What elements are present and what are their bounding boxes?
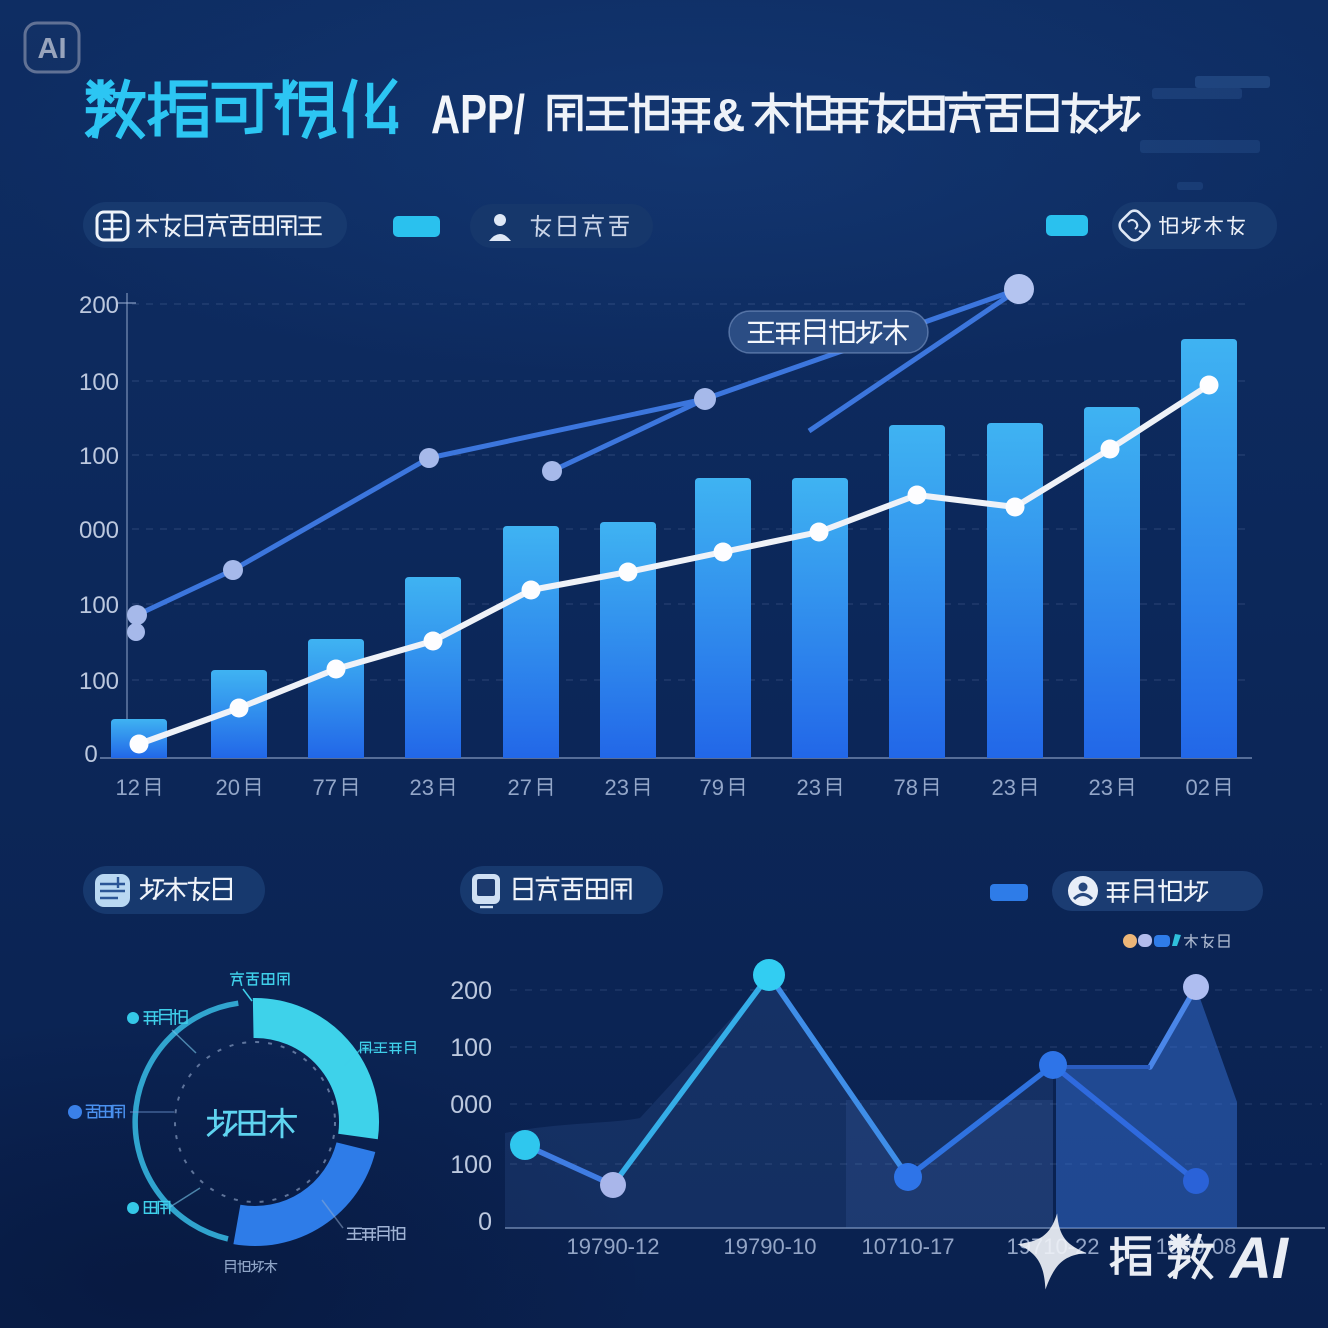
- svg-text:100: 100: [79, 369, 119, 396]
- svg-text:19790-12: 19790-12: [567, 1234, 660, 1259]
- svg-text:20: 20: [216, 775, 240, 800]
- svg-text:APP/: APP/: [431, 83, 525, 145]
- svg-text:27: 27: [508, 775, 532, 800]
- svg-text:100: 100: [79, 668, 119, 695]
- svg-text:23: 23: [1089, 775, 1113, 800]
- svg-text:100: 100: [450, 1151, 492, 1179]
- svg-text:000: 000: [79, 517, 119, 544]
- svg-text:12: 12: [116, 775, 140, 800]
- svg-text:02: 02: [1186, 775, 1210, 800]
- svg-text:0: 0: [84, 741, 97, 768]
- svg-text:000: 000: [450, 1091, 492, 1119]
- svg-text:10710-17: 10710-17: [862, 1234, 955, 1259]
- svg-text:AI: AI: [1228, 1226, 1290, 1291]
- svg-text:23: 23: [410, 775, 434, 800]
- svg-text:AI: AI: [38, 33, 67, 65]
- svg-text:0: 0: [478, 1208, 492, 1236]
- svg-text:77: 77: [313, 775, 337, 800]
- svg-text:78: 78: [894, 775, 918, 800]
- svg-text:100: 100: [450, 1034, 492, 1062]
- svg-text:79: 79: [700, 775, 724, 800]
- svg-text:23: 23: [992, 775, 1016, 800]
- svg-text:100: 100: [79, 592, 119, 619]
- svg-text:100: 100: [79, 443, 119, 470]
- svg-text:200: 200: [79, 292, 119, 319]
- svg-text:&: &: [712, 89, 745, 141]
- svg-text:19790-10: 19790-10: [724, 1234, 817, 1259]
- svg-text:23: 23: [797, 775, 821, 800]
- svg-text:200: 200: [450, 977, 492, 1005]
- svg-text:23: 23: [605, 775, 629, 800]
